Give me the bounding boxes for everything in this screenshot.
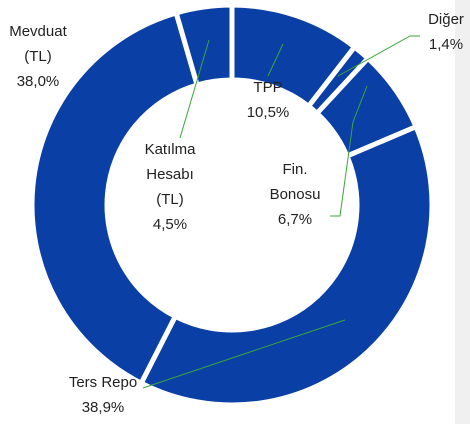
segment-name: Diğer [428,11,464,28]
value-label: 1,4% [429,36,463,53]
segment-name: Katılma Hesabı (TL) [145,141,197,208]
donut-segment [29,9,201,387]
value-label: 38,9% [82,399,125,416]
segment-name: Ters Repo [69,374,137,391]
value-label: 38,0% [17,73,60,90]
donut-segment [137,123,435,408]
value-label: 10,5% [247,104,290,121]
donut-segment [173,2,235,89]
value-label: 6,7% [278,211,312,228]
segment-name: TPP [253,79,282,96]
segment-name: Mevduat (TL) [9,23,67,65]
side-strip [455,0,470,424]
value-label: 4,5% [153,216,187,233]
leader-lines [142,35,420,389]
segment-name: Fin. Bonosu [270,161,321,203]
